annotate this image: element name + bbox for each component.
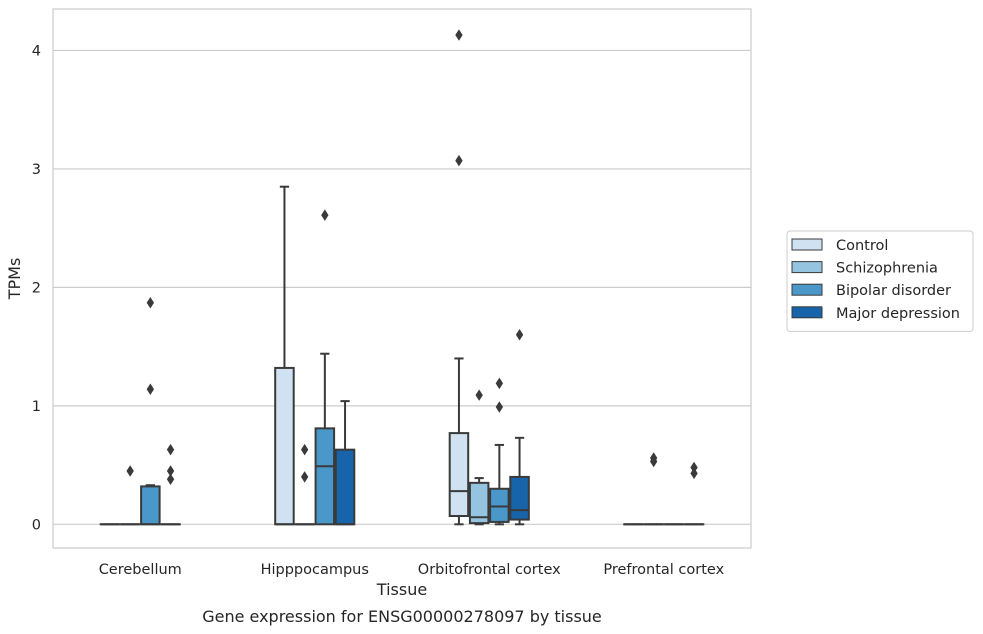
box-body: [334, 448, 356, 526]
x-tick-label: Orbitofrontal cortex: [418, 562, 561, 578]
box-body: [468, 481, 490, 525]
chart-caption: Gene expression for ENSG00000278097 by t…: [202, 607, 602, 626]
outlier-point: [300, 443, 309, 456]
outlier-point: [166, 473, 175, 486]
legend-swatch: [791, 283, 823, 296]
box: [489, 377, 510, 526]
y-tick-labels: 0 1 2 3 4: [32, 43, 41, 533]
legend-swatch: [791, 306, 823, 319]
box-body: [274, 366, 295, 526]
outlier-point: [146, 383, 155, 396]
box-body: [314, 427, 336, 526]
outlier-point: [649, 452, 658, 464]
x-tick-label: Prefrontal cortex: [603, 562, 724, 578]
y-axis-label: TPMs: [5, 258, 24, 301]
y-tick-label: 4: [32, 43, 41, 59]
outlier-point: [475, 389, 483, 401]
box: [643, 452, 664, 526]
outlier-point: [126, 465, 134, 477]
x-axis-label: Tissue: [376, 580, 427, 599]
outlier-point: [690, 467, 698, 480]
legend-label: Control: [836, 238, 888, 254]
y-tick-label: 1: [32, 399, 41, 415]
box-body: [140, 485, 161, 526]
outlier-point: [495, 377, 504, 390]
legend-item: Schizophrenia: [791, 261, 938, 277]
box: [468, 389, 490, 526]
outlier-point: [146, 297, 155, 309]
box-body: [509, 475, 530, 521]
x-tick-label: Cerebellum: [99, 562, 182, 578]
outlier-point: [515, 329, 524, 341]
box: [448, 29, 470, 526]
box: [160, 443, 181, 526]
boxes: [99, 29, 705, 526]
legend-label: Schizophrenia: [836, 261, 938, 277]
legend-swatch: [791, 261, 823, 274]
x-tick-labels: Cerebellum Hipppocampus Orbitofrontal cort…: [99, 562, 725, 578]
outlier-point: [455, 29, 463, 41]
outlier-point: [300, 471, 309, 483]
box-body: [489, 487, 510, 523]
legend: Control Schizophrenia Bipolar disorder Majo…: [786, 230, 974, 332]
box: [294, 443, 315, 526]
box-body: [448, 432, 470, 518]
box: [683, 461, 705, 526]
outlier-point: [690, 461, 698, 474]
box: [119, 465, 141, 526]
grid-lines: [53, 49, 751, 525]
box: [314, 209, 336, 526]
outlier-point: [455, 154, 463, 167]
outlier-point: [495, 401, 504, 413]
legend-label: Bipolar disorder: [836, 283, 951, 299]
legend-label: Major depression: [836, 306, 960, 322]
box: [274, 185, 295, 526]
legend-swatch: [791, 238, 823, 251]
y-tick-label: 3: [32, 162, 41, 178]
outlier-point: [321, 209, 329, 221]
outlier-point: [166, 465, 175, 477]
box: [334, 400, 356, 526]
legend-item: Control: [791, 238, 888, 254]
box: [140, 297, 161, 526]
outlier-point: [166, 443, 175, 456]
legend-frame: [786, 230, 974, 332]
legend-item: Bipolar disorder: [791, 283, 951, 299]
x-tick-label: Hipppocampus: [261, 562, 369, 578]
y-tick-label: 0: [32, 517, 41, 533]
box: [509, 329, 530, 526]
y-tick-label: 2: [32, 280, 41, 296]
plot-frame: [52, 8, 752, 549]
legend-item: Major depression: [791, 306, 960, 322]
